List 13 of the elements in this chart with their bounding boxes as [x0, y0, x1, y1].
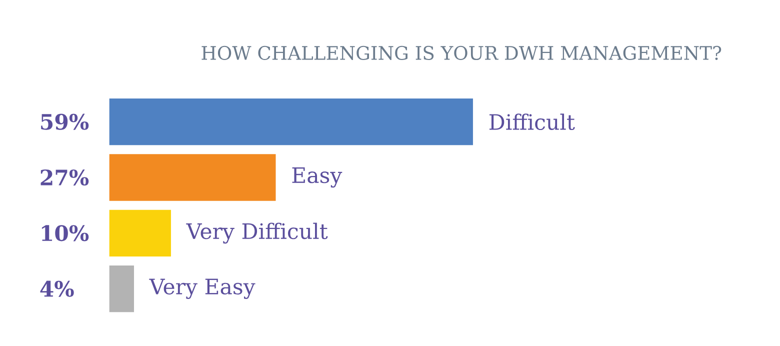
data-label: 10%: [42, 225, 89, 242]
data-label: 27%: [40, 169, 89, 186]
y-tick-label: Very Easy: [149, 278, 256, 299]
y-tick-label: Difficult: [490, 114, 575, 130]
bar: [109, 210, 171, 257]
chart-title: HOW CHALLENGING IS YOUR DWH MANAGEMENT?: [202, 46, 722, 60]
bar: [109, 266, 134, 312]
bar: [109, 98, 473, 146]
y-tick-label: Easy: [292, 167, 342, 188]
y-tick-label: Very Difficult: [186, 222, 328, 244]
bar: [109, 154, 276, 201]
data-label: 4%: [40, 280, 74, 297]
data-label: 59%: [41, 114, 89, 130]
